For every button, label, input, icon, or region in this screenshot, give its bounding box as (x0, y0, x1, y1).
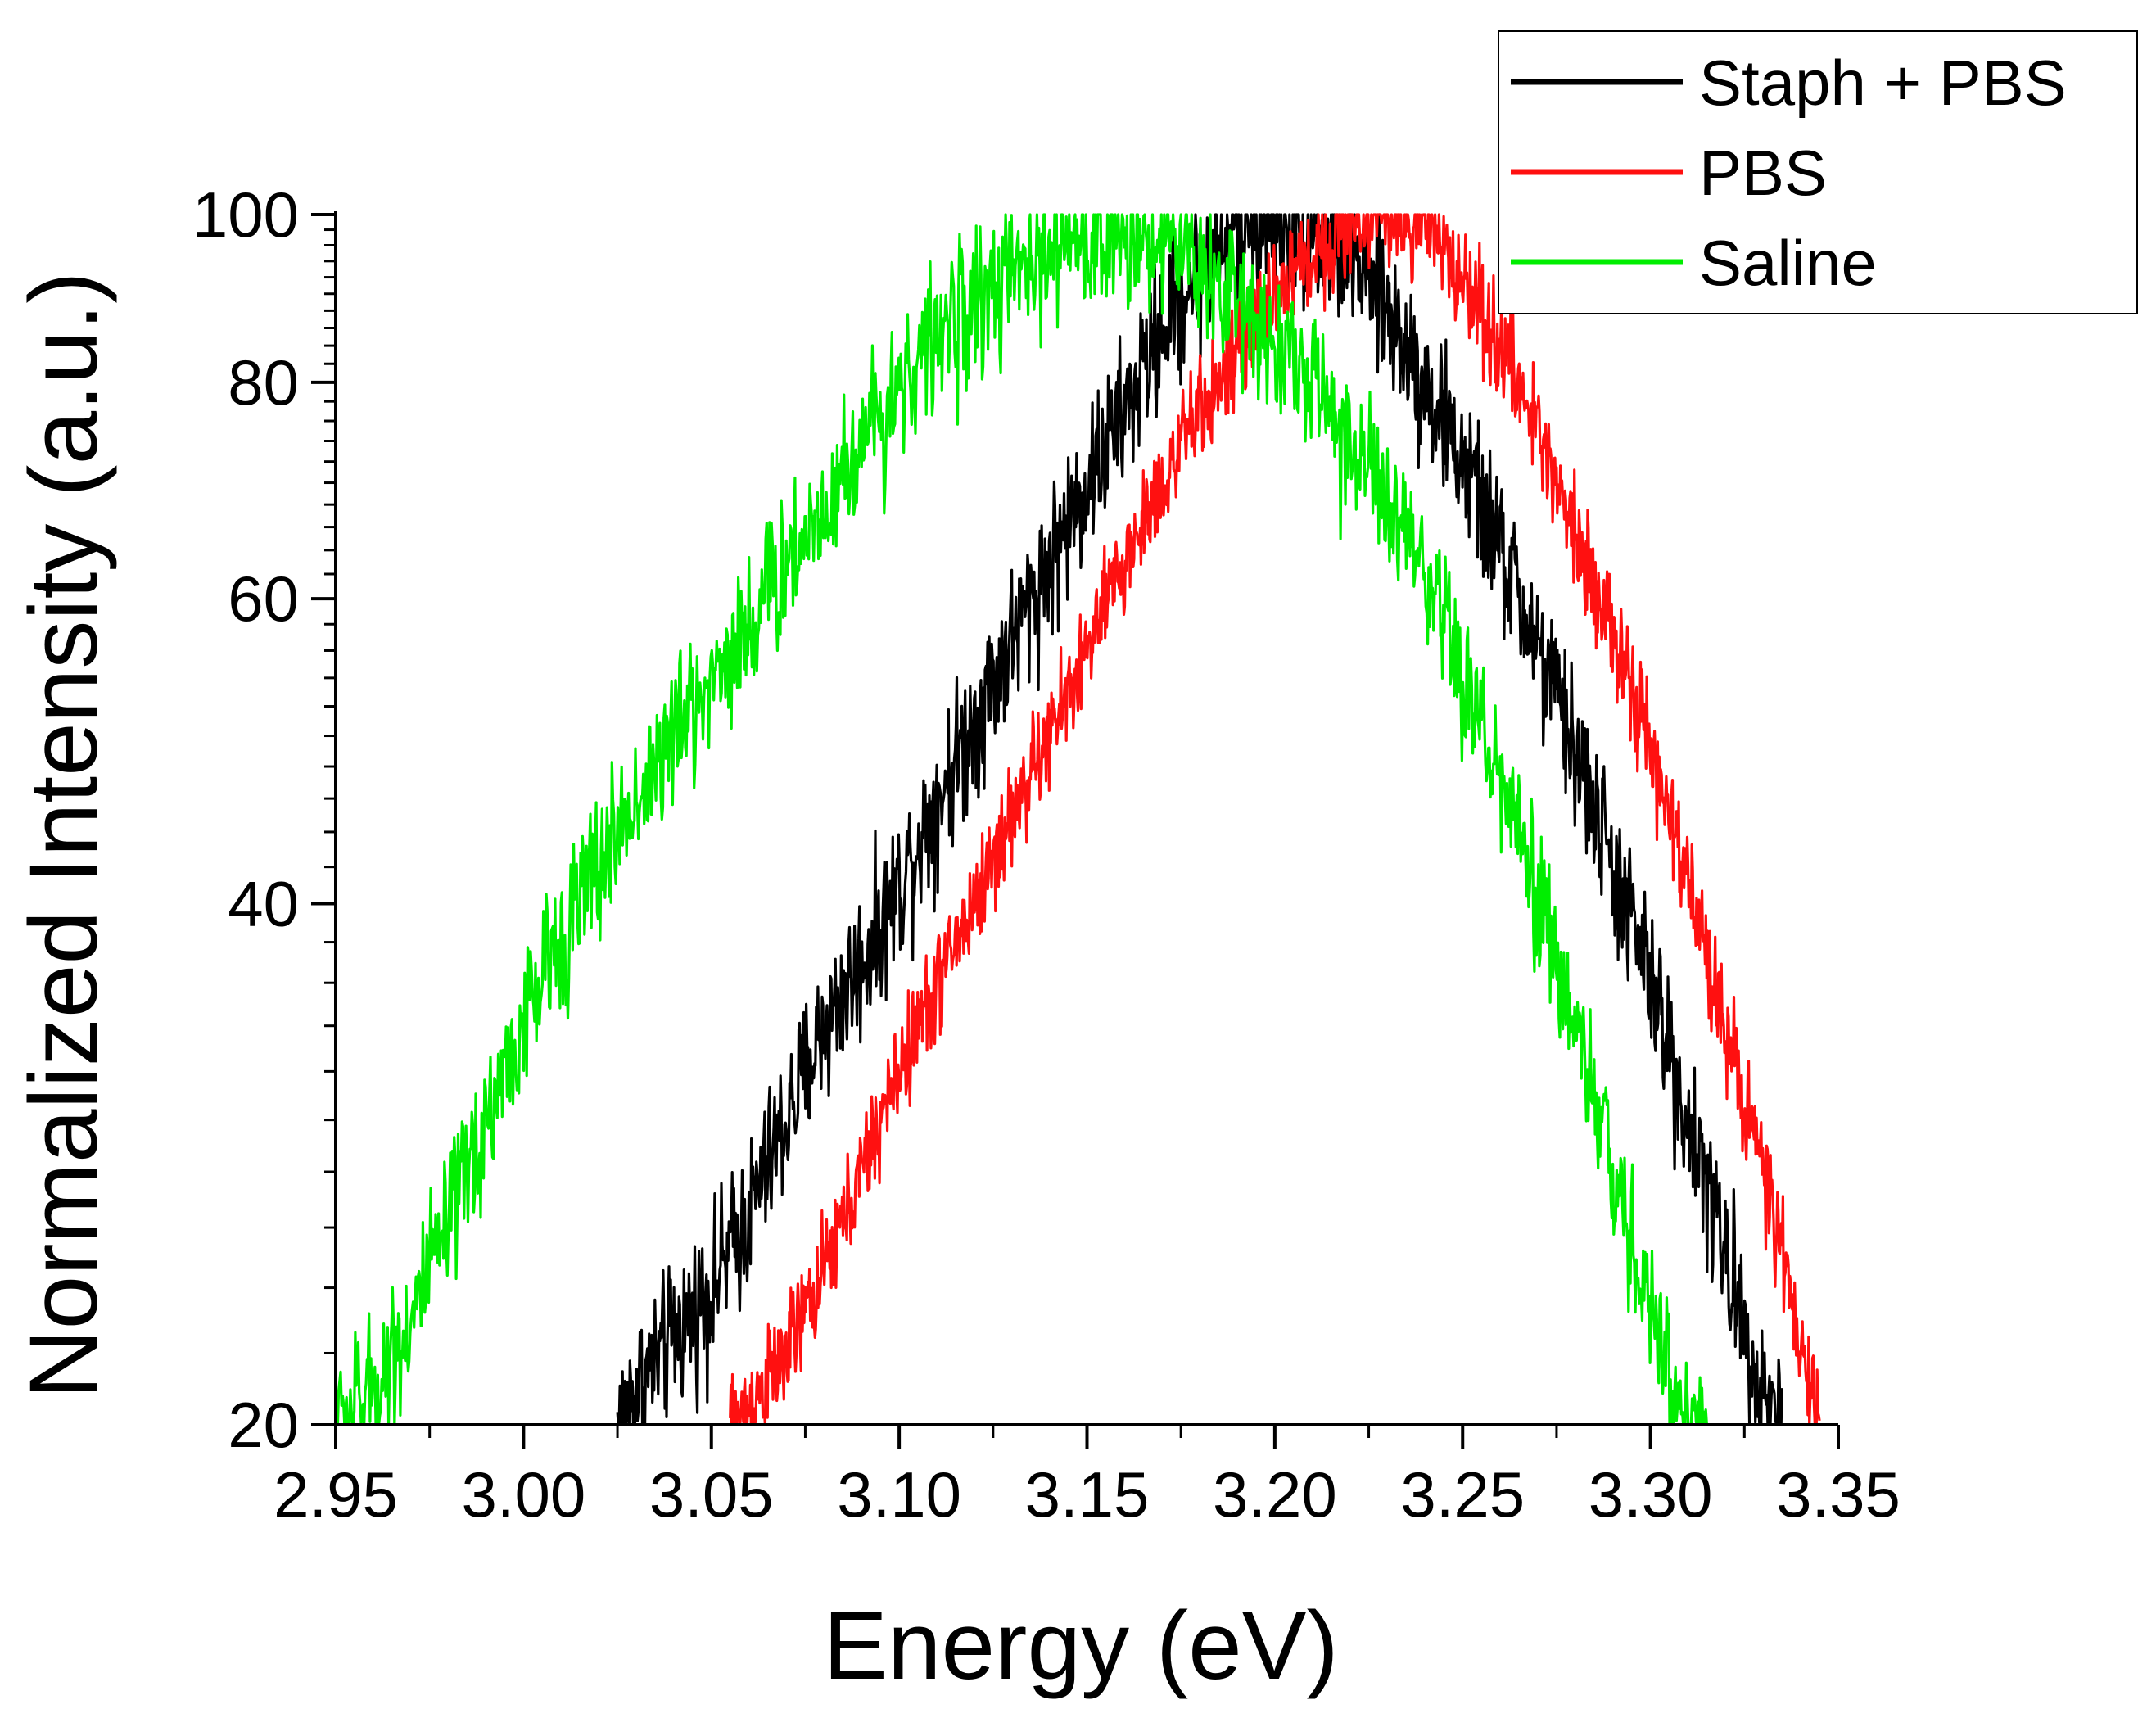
x-tick-label: 3.00 (461, 1458, 585, 1530)
y-tick-label: 60 (228, 563, 299, 635)
y-axis-label: Normalized Intensity (a.u.) (10, 271, 118, 1399)
y-tick-label: 40 (228, 867, 299, 939)
series-layer (334, 213, 1821, 1426)
y-tick-label: 80 (228, 346, 299, 418)
series-line-staph-pbs (616, 213, 1783, 1426)
legend-label-pbs: PBS (1699, 137, 1827, 209)
legend: Staph + PBS PBS Saline (1498, 30, 2138, 314)
x-tick-label: 3.20 (1213, 1458, 1337, 1530)
legend-label-saline: Saline (1699, 227, 1877, 299)
x-tick-label: 3.10 (837, 1458, 961, 1530)
axes-layer (334, 211, 1838, 1426)
series-line-pbs (729, 213, 1821, 1426)
x-tick-label: 3.35 (1776, 1458, 1901, 1530)
ticks-layer: 2.95 3.00 3.05 3.10 3.15 3.20 3.25 3.30 3.35 20 40… (192, 179, 1901, 1530)
x-axis-label: Energy (eV) (823, 1592, 1339, 1700)
x-tick-label: 3.15 (1025, 1458, 1150, 1530)
x-tick-label: 2.95 (273, 1458, 398, 1530)
x-tick-label: 3.25 (1400, 1458, 1525, 1530)
x-tick-label: 3.05 (649, 1458, 774, 1530)
y-tick-label: 100 (192, 179, 299, 251)
series-line-saline (334, 213, 1708, 1426)
y-tick-label: 20 (228, 1389, 299, 1461)
x-tick-label: 3.30 (1589, 1458, 1713, 1530)
legend-label-staph-pbs: Staph + PBS (1699, 47, 2067, 119)
